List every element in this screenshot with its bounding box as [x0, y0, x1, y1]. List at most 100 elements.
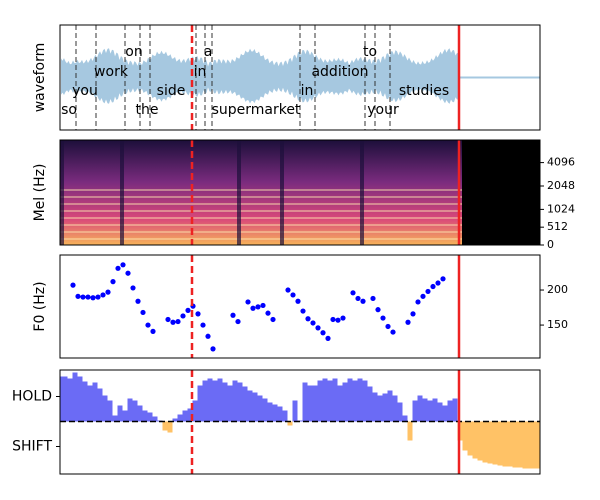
hold-shift-area	[177, 414, 183, 422]
f0-point	[105, 289, 111, 295]
hold-shift-area	[237, 382, 243, 422]
hold-shift-area	[507, 421, 513, 467]
f0-point	[150, 328, 156, 334]
hold-shift-area	[427, 400, 433, 422]
hold-shift-area	[387, 390, 393, 422]
hold-shift-area	[192, 400, 198, 422]
f0-point	[245, 299, 251, 305]
hold-shift-area	[117, 405, 123, 422]
hold-shift-area	[512, 421, 518, 468]
panel-frame	[59, 369, 541, 475]
f0-point	[75, 293, 81, 299]
hold-shift-area	[152, 416, 158, 422]
hold-shift-area	[62, 376, 68, 422]
f0-point	[315, 325, 321, 331]
hold-shift-area	[462, 421, 468, 451]
f0-point	[385, 323, 391, 330]
hold-shift-area	[372, 392, 378, 422]
f0-point	[370, 295, 376, 302]
hold-shift-area	[187, 408, 193, 422]
f0-point	[145, 322, 151, 328]
hold-shift-area	[352, 380, 358, 422]
hold-shift-area	[332, 378, 338, 422]
f0-point	[180, 313, 186, 319]
hold-shift-area	[347, 378, 353, 422]
hold-shift-area	[452, 398, 458, 422]
panel-frame	[59, 139, 541, 246]
hold-shift-area	[392, 395, 398, 422]
f0-point	[95, 294, 101, 300]
hold-shift-area	[252, 392, 258, 422]
f0-point	[360, 298, 366, 304]
hold-shift-area	[422, 398, 428, 422]
hold-shift-area	[262, 398, 268, 422]
hold-shift-area	[367, 386, 373, 422]
f0-point	[210, 346, 216, 352]
y-tick-label: SHIFT	[12, 439, 52, 455]
hold-shift-area	[162, 421, 168, 431]
f0-point	[405, 319, 411, 325]
y-tick-label: 150	[547, 318, 568, 331]
f0-point	[295, 298, 301, 304]
hold-shift-area	[517, 421, 523, 468]
hold-shift-area	[472, 421, 478, 459]
spectrogram-harmonics	[60, 185, 462, 245]
y-tick-label: 512	[547, 220, 568, 233]
f0-point	[250, 305, 256, 311]
f0-point	[425, 288, 431, 295]
f0-point	[120, 262, 126, 268]
hold-shift-area	[112, 415, 118, 422]
f0-point	[100, 292, 106, 298]
hold-shift-area	[327, 380, 333, 422]
hold-shift-area	[477, 421, 483, 461]
hold-shift-area	[397, 402, 403, 422]
word-label: you	[72, 83, 98, 99]
f0-point	[270, 316, 276, 323]
f0-point	[430, 283, 436, 290]
y-axis-label: F0 (Hz)	[32, 281, 48, 331]
f0-point	[175, 318, 181, 325]
f0-point	[205, 333, 211, 339]
spectrogram-pad	[462, 140, 540, 245]
f0-point	[415, 299, 421, 305]
hold-shift-area	[317, 380, 323, 422]
hold-shift-area	[312, 385, 318, 422]
hold-shift-area	[442, 405, 448, 422]
hold-shift-area	[487, 421, 493, 464]
hold-shift-area	[172, 418, 178, 422]
word-label: in	[301, 83, 314, 99]
hold-shift-area	[407, 421, 413, 441]
hold-shift-area	[307, 385, 313, 422]
hold-shift-area	[202, 380, 208, 422]
hold-shift-area	[227, 385, 233, 422]
word-label: your	[367, 102, 399, 118]
hold-shift-area	[167, 421, 173, 433]
y-tick-label: 2048	[547, 179, 575, 192]
f0-point	[230, 312, 236, 318]
hold-shift-area	[127, 398, 133, 422]
hold-shift-area	[277, 406, 283, 422]
hold-shift-area	[132, 400, 138, 422]
y-axis-label: waveform	[32, 43, 48, 113]
silence-band	[237, 140, 241, 245]
silence-band	[280, 140, 284, 245]
hold-shift-area	[502, 421, 508, 467]
word-label: the	[136, 102, 159, 118]
f0-point	[255, 304, 261, 310]
hold-shift-area	[292, 400, 298, 422]
y-tick-label: 4096	[547, 156, 575, 169]
f0-point	[350, 290, 356, 296]
hold-shift-area	[97, 388, 103, 422]
f0-point	[440, 276, 446, 282]
f0-point	[355, 295, 361, 302]
hold-shift-area	[122, 410, 128, 422]
hold-shift-area	[287, 421, 293, 426]
hold-shift-area	[242, 386, 248, 422]
f0-point	[410, 311, 416, 317]
word-label: so	[61, 102, 77, 118]
word-label: a	[204, 44, 213, 60]
hold-shift-area	[92, 382, 98, 422]
hold-shift-area	[142, 410, 148, 422]
panel-frame	[59, 24, 541, 131]
